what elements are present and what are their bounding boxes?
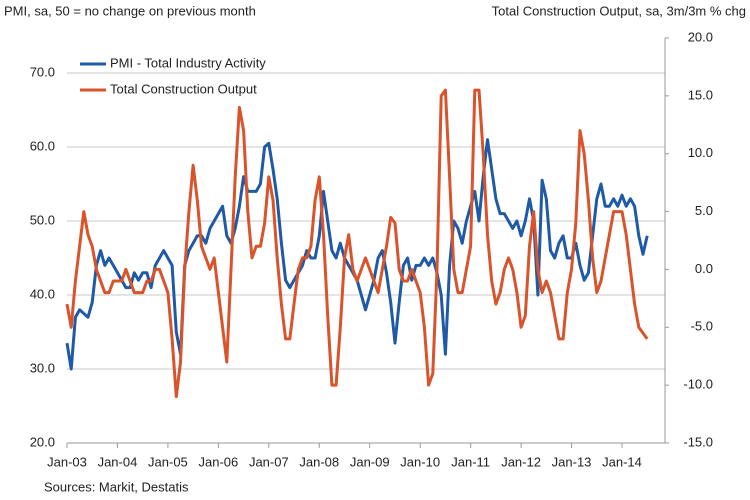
x-tick-label: Jan-13 <box>552 454 592 469</box>
series-line <box>65 88 649 399</box>
y2-tick-label: 10.0 <box>688 145 713 160</box>
series-line <box>65 138 649 371</box>
right-axis-title: Total Construction Output, sa, 3m/3m % c… <box>492 3 746 18</box>
y-tick-label: 40.0 <box>30 286 55 301</box>
y-tick-label: 20.0 <box>30 434 55 449</box>
x-tick-label: Jan-05 <box>148 454 188 469</box>
source: Sources: Markit, Destatis <box>44 479 189 494</box>
y-tick-label: 30.0 <box>30 360 55 375</box>
legend-label: PMI - Total Industry Activity <box>110 55 266 70</box>
x-tick-label: Jan-12 <box>501 454 541 469</box>
y2-tick-label: -15.0 <box>683 434 713 449</box>
y2-tick-label: 0.0 <box>695 261 713 276</box>
x-tick-label: Jan-03 <box>47 454 87 469</box>
y-tick-label: 50.0 <box>30 212 55 227</box>
y2-tick-label: -10.0 <box>683 377 713 392</box>
y2-tick-label: 20.0 <box>688 29 713 44</box>
x-tick-label: Jan-11 <box>451 454 490 469</box>
x-tick-label: Jan-07 <box>249 454 289 469</box>
left-axis-title: PMI, sa, 50 = no change on previous mont… <box>4 3 256 18</box>
x-tick-label: Jan-04 <box>98 454 138 469</box>
legend-label: Total Construction Output <box>110 81 257 96</box>
x-tick-label: Jan-08 <box>299 454 339 469</box>
x-tick-label: Jan-09 <box>350 454 390 469</box>
x-tick-label: Jan-06 <box>198 454 238 469</box>
y2-tick-label: 15.0 <box>688 87 713 102</box>
x-tick-label: Jan-14 <box>602 454 642 469</box>
y2-tick-label: 5.0 <box>695 203 713 218</box>
y-tick-label: 70.0 <box>30 64 55 79</box>
x-tick-label: Jan-10 <box>400 454 440 469</box>
y-tick-label: 60.0 <box>30 138 55 153</box>
y2-tick-label: -5.0 <box>691 319 713 334</box>
